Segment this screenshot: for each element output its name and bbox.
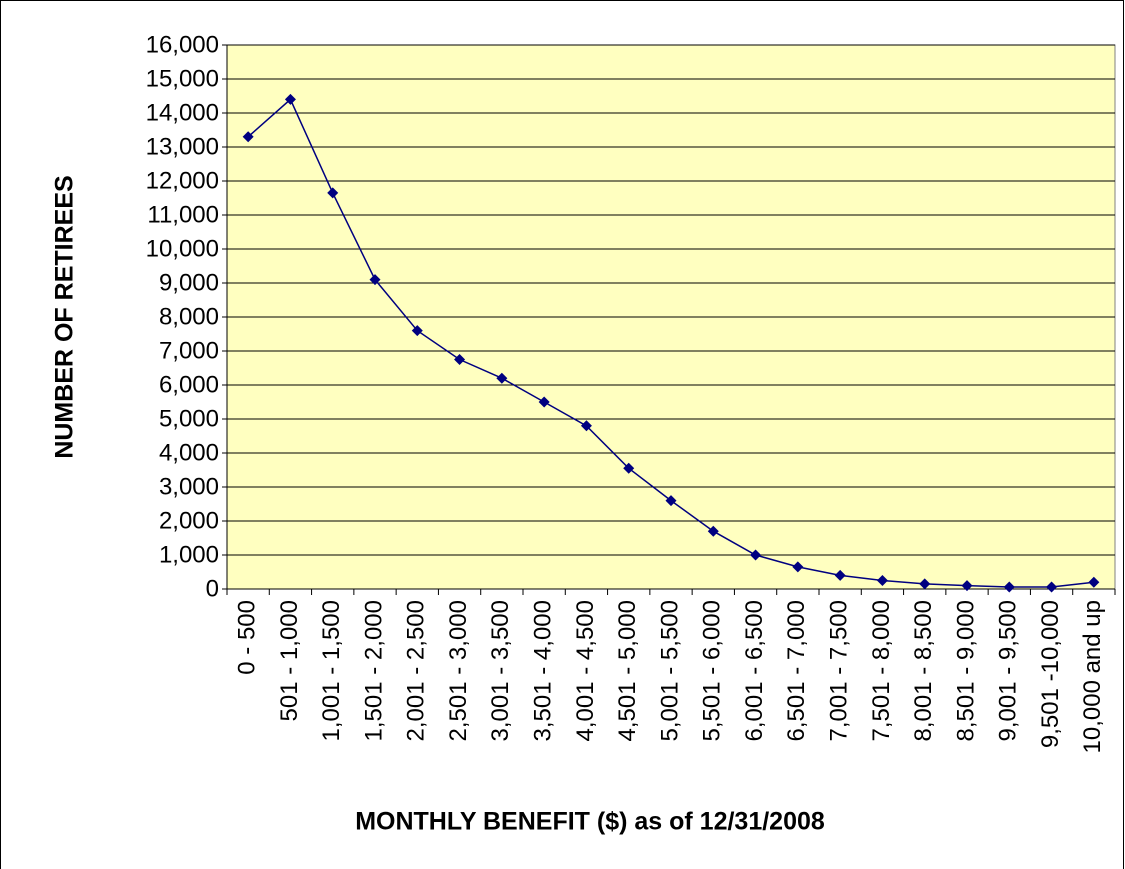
data-point — [750, 549, 762, 561]
x-tick-label: 10,000 and up — [1079, 600, 1106, 753]
data-point — [369, 274, 381, 286]
y-tick-label: 9,000 — [159, 269, 219, 296]
x-tick-label: 2,001 - 2,500 — [403, 600, 430, 741]
x-tick-label: 1,001 - 1,500 — [318, 600, 345, 741]
y-tick-label: 16,000 — [146, 31, 219, 58]
y-tick-label: 11,000 — [147, 201, 219, 228]
data-point — [1088, 576, 1100, 588]
data-point — [834, 569, 846, 581]
x-tick-label: 5,501 - 6,000 — [699, 600, 726, 741]
y-tick-label: 15,000 — [146, 65, 219, 92]
y-tick-label: 8,000 — [159, 303, 219, 330]
x-tick-label: 7,501 - 8,000 — [868, 600, 895, 741]
data-point — [707, 525, 719, 537]
data-point — [327, 187, 339, 199]
y-tick-label: 5,000 — [159, 405, 219, 432]
data-point — [876, 575, 888, 586]
y-tick-label: 10,000 — [146, 235, 219, 262]
data-point — [242, 131, 254, 143]
data-point — [580, 420, 592, 432]
x-tick-label: 0 - 500 — [233, 600, 260, 675]
data-point — [919, 578, 931, 590]
x-tick-label: 4,001 - 4,500 — [572, 600, 599, 741]
y-tick-label: 4,000 — [159, 439, 219, 466]
y-tick-label: 12,000 — [146, 167, 219, 194]
x-tick-label: 4,501 - 5,000 — [614, 600, 641, 741]
y-tick-label: 13,000 — [146, 133, 219, 160]
x-axis-title: MONTHLY BENEFIT ($) as of 12/31/2008 — [355, 808, 825, 836]
x-tick-label: 2,501 - 3,000 — [445, 600, 472, 741]
data-point — [623, 462, 635, 474]
x-tick-label: 3,001 - 3,500 — [487, 600, 514, 741]
data-point — [411, 325, 423, 337]
data-point — [1003, 581, 1015, 593]
x-tick-label: 6,501 - 7,000 — [783, 600, 810, 741]
data-point — [1046, 581, 1058, 593]
x-tick-label: 6,001 - 6,500 — [741, 600, 768, 741]
y-tick-label: 3,000 — [159, 473, 219, 500]
data-point — [792, 561, 804, 573]
data-point — [538, 396, 550, 408]
x-tick-label: 9,501 -10,000 — [1037, 600, 1064, 748]
data-point — [665, 495, 677, 507]
data-point — [496, 372, 508, 384]
data-point — [961, 580, 973, 592]
data-point — [454, 354, 466, 365]
x-tick-label: 5,001 - 5,500 — [656, 600, 683, 741]
x-tick-label: 1,501 - 2,000 — [360, 600, 387, 741]
y-tick-label: 2,000 — [159, 507, 219, 534]
y-tick-label: 1,000 — [159, 541, 219, 568]
y-tick-label: 7,000 — [159, 337, 219, 364]
x-tick-label: 8,001 - 8,500 — [910, 600, 937, 741]
data-point — [284, 93, 296, 105]
y-tick-label: 0 — [206, 575, 219, 602]
y-tick-label: 6,000 — [159, 371, 219, 398]
x-tick-label: 501 - 1,000 — [276, 600, 303, 721]
x-tick-label: 3,501 - 4,000 — [529, 600, 556, 741]
y-axis-title: NUMBER OF RETIREES — [51, 175, 79, 458]
x-tick-label: 8,501 - 9,000 — [952, 600, 979, 741]
x-tick-label: 9,001 - 9,500 — [995, 600, 1022, 741]
x-tick-label: 7,001 - 7,500 — [825, 600, 852, 741]
y-tick-label: 14,000 — [146, 99, 219, 126]
